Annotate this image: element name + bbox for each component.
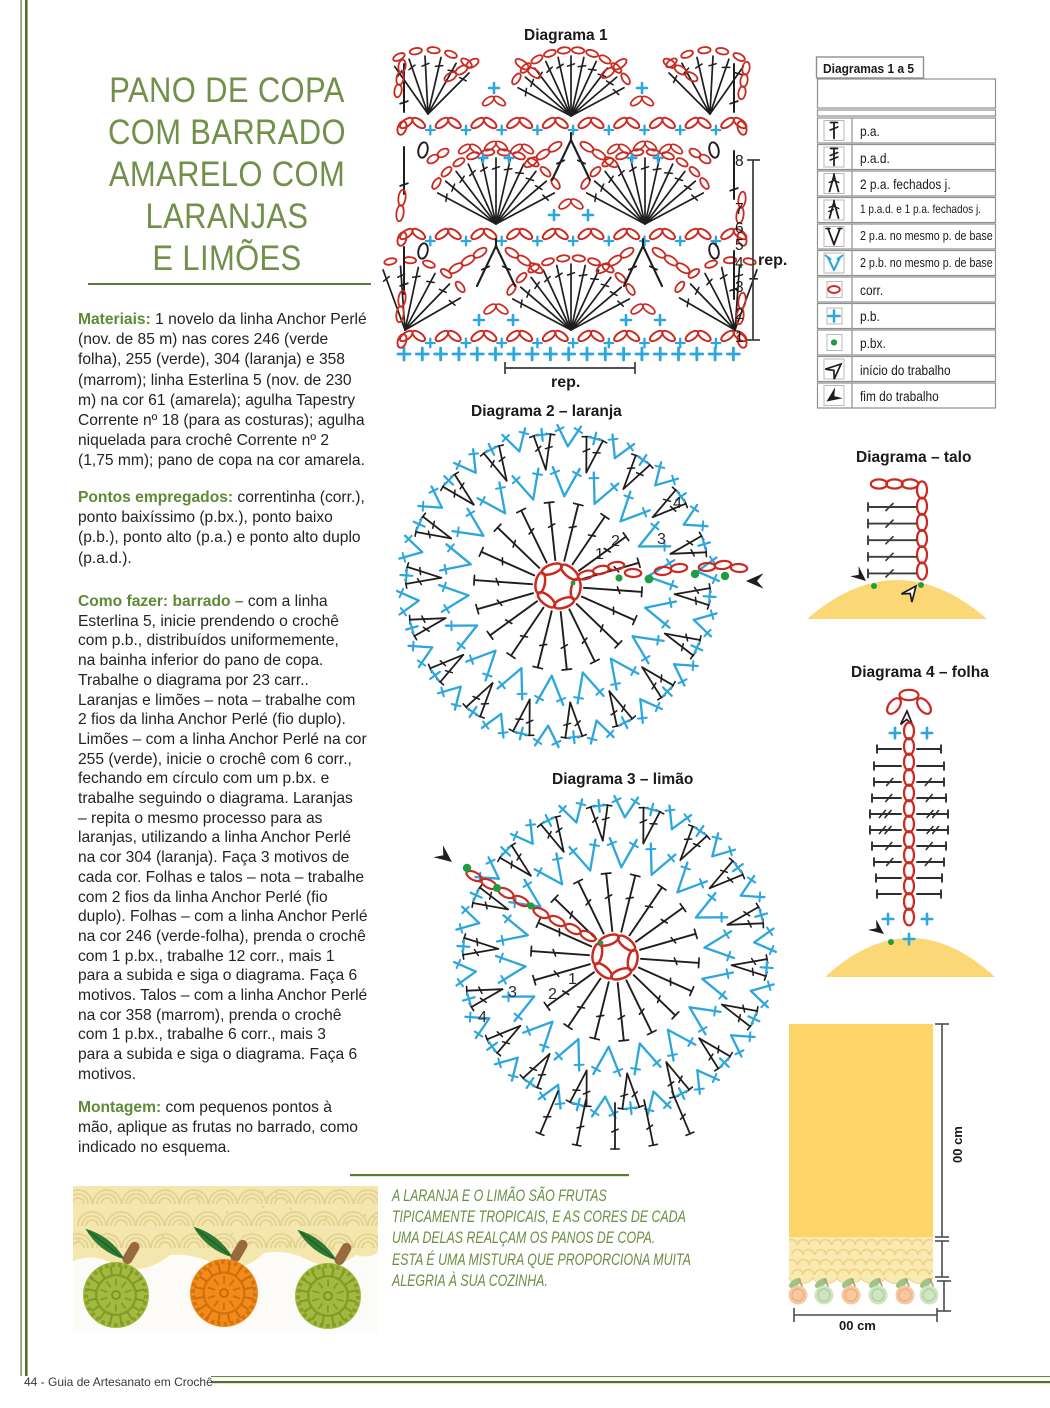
svg-text:8: 8 [735,153,744,170]
svg-text:6: 6 [735,220,744,237]
svg-text:3: 3 [508,984,517,1001]
svg-text:1: 1 [735,329,744,346]
svg-text:2: 2 [611,533,620,550]
svg-text:1: 1 [568,971,577,988]
svg-text:4: 4 [478,1009,487,1026]
svg-text:4: 4 [735,255,744,272]
svg-text:4: 4 [673,495,682,512]
svg-text:2: 2 [735,306,744,323]
svg-text:3: 3 [735,279,744,296]
svg-text:1: 1 [595,546,604,563]
svg-text:2: 2 [548,986,557,1003]
svg-text:3: 3 [657,531,666,548]
svg-text:7: 7 [735,201,744,218]
svg-text:5: 5 [735,237,744,254]
